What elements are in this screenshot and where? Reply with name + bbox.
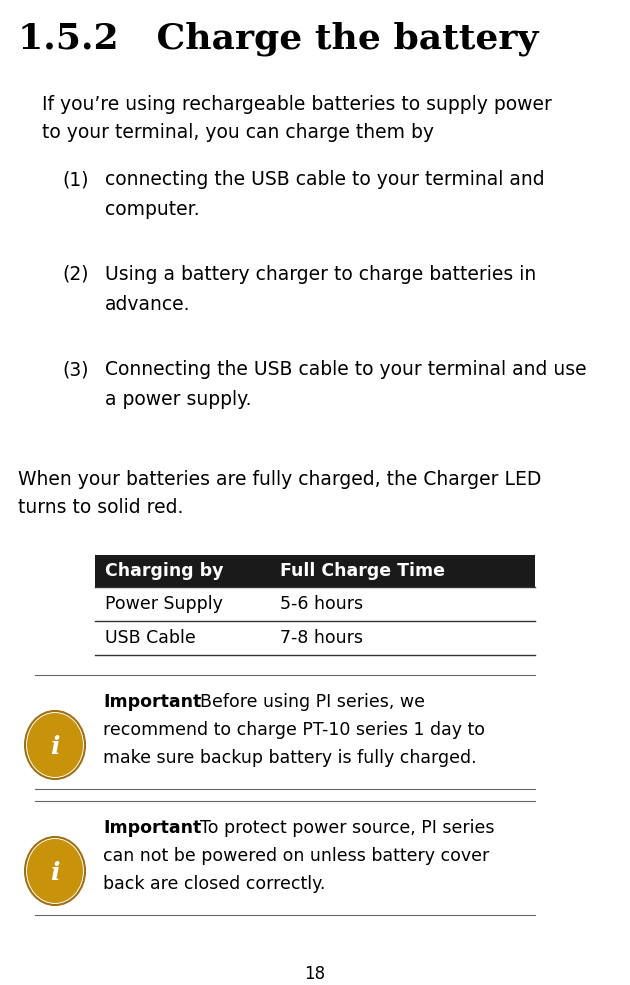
Text: When your batteries are fully charged, the Charger LED: When your batteries are fully charged, t…: [18, 470, 541, 489]
Text: to your terminal, you can charge them by: to your terminal, you can charge them by: [42, 123, 434, 142]
Text: advance.: advance.: [105, 295, 190, 314]
Text: Full Charge Time: Full Charge Time: [280, 562, 445, 580]
Text: turns to solid red.: turns to solid red.: [18, 498, 183, 517]
Text: make sure backup battery is fully charged.: make sure backup battery is fully charge…: [103, 749, 477, 767]
Text: back are closed correctly.: back are closed correctly.: [103, 875, 325, 893]
Text: i: i: [50, 861, 60, 885]
Text: 7-8 hours: 7-8 hours: [280, 629, 363, 647]
Text: can not be powered on unless battery cover: can not be powered on unless battery cov…: [103, 847, 490, 865]
Text: connecting the USB cable to your terminal and: connecting the USB cable to your termina…: [105, 170, 544, 189]
Text: If you’re using rechargeable batteries to supply power: If you’re using rechargeable batteries t…: [42, 95, 552, 114]
Ellipse shape: [27, 839, 83, 903]
Text: Using a battery charger to charge batteries in: Using a battery charger to charge batter…: [105, 265, 536, 284]
Text: (1): (1): [62, 170, 88, 189]
Text: Charging by: Charging by: [105, 562, 224, 580]
Text: i: i: [50, 735, 60, 759]
Text: Important: Important: [103, 819, 201, 837]
Text: (3): (3): [62, 360, 88, 379]
Text: Before using PI series, we: Before using PI series, we: [189, 693, 425, 711]
Text: (2): (2): [62, 265, 88, 284]
Text: 5-6 hours: 5-6 hours: [280, 595, 363, 613]
Text: recommend to charge PT-10 series 1 day to: recommend to charge PT-10 series 1 day t…: [103, 721, 485, 739]
Text: 18: 18: [304, 965, 326, 983]
Text: computer.: computer.: [105, 200, 200, 219]
Text: To protect power source, PI series: To protect power source, PI series: [189, 819, 495, 837]
Text: Power Supply: Power Supply: [105, 595, 223, 613]
Ellipse shape: [27, 713, 83, 777]
Text: 1.5.2   Charge the battery: 1.5.2 Charge the battery: [18, 22, 539, 56]
Text: Connecting the USB cable to your terminal and use: Connecting the USB cable to your termina…: [105, 360, 587, 379]
Text: USB Cable: USB Cable: [105, 629, 196, 647]
Text: Important: Important: [103, 693, 201, 711]
Bar: [95, 555, 535, 587]
Text: a power supply.: a power supply.: [105, 390, 251, 409]
